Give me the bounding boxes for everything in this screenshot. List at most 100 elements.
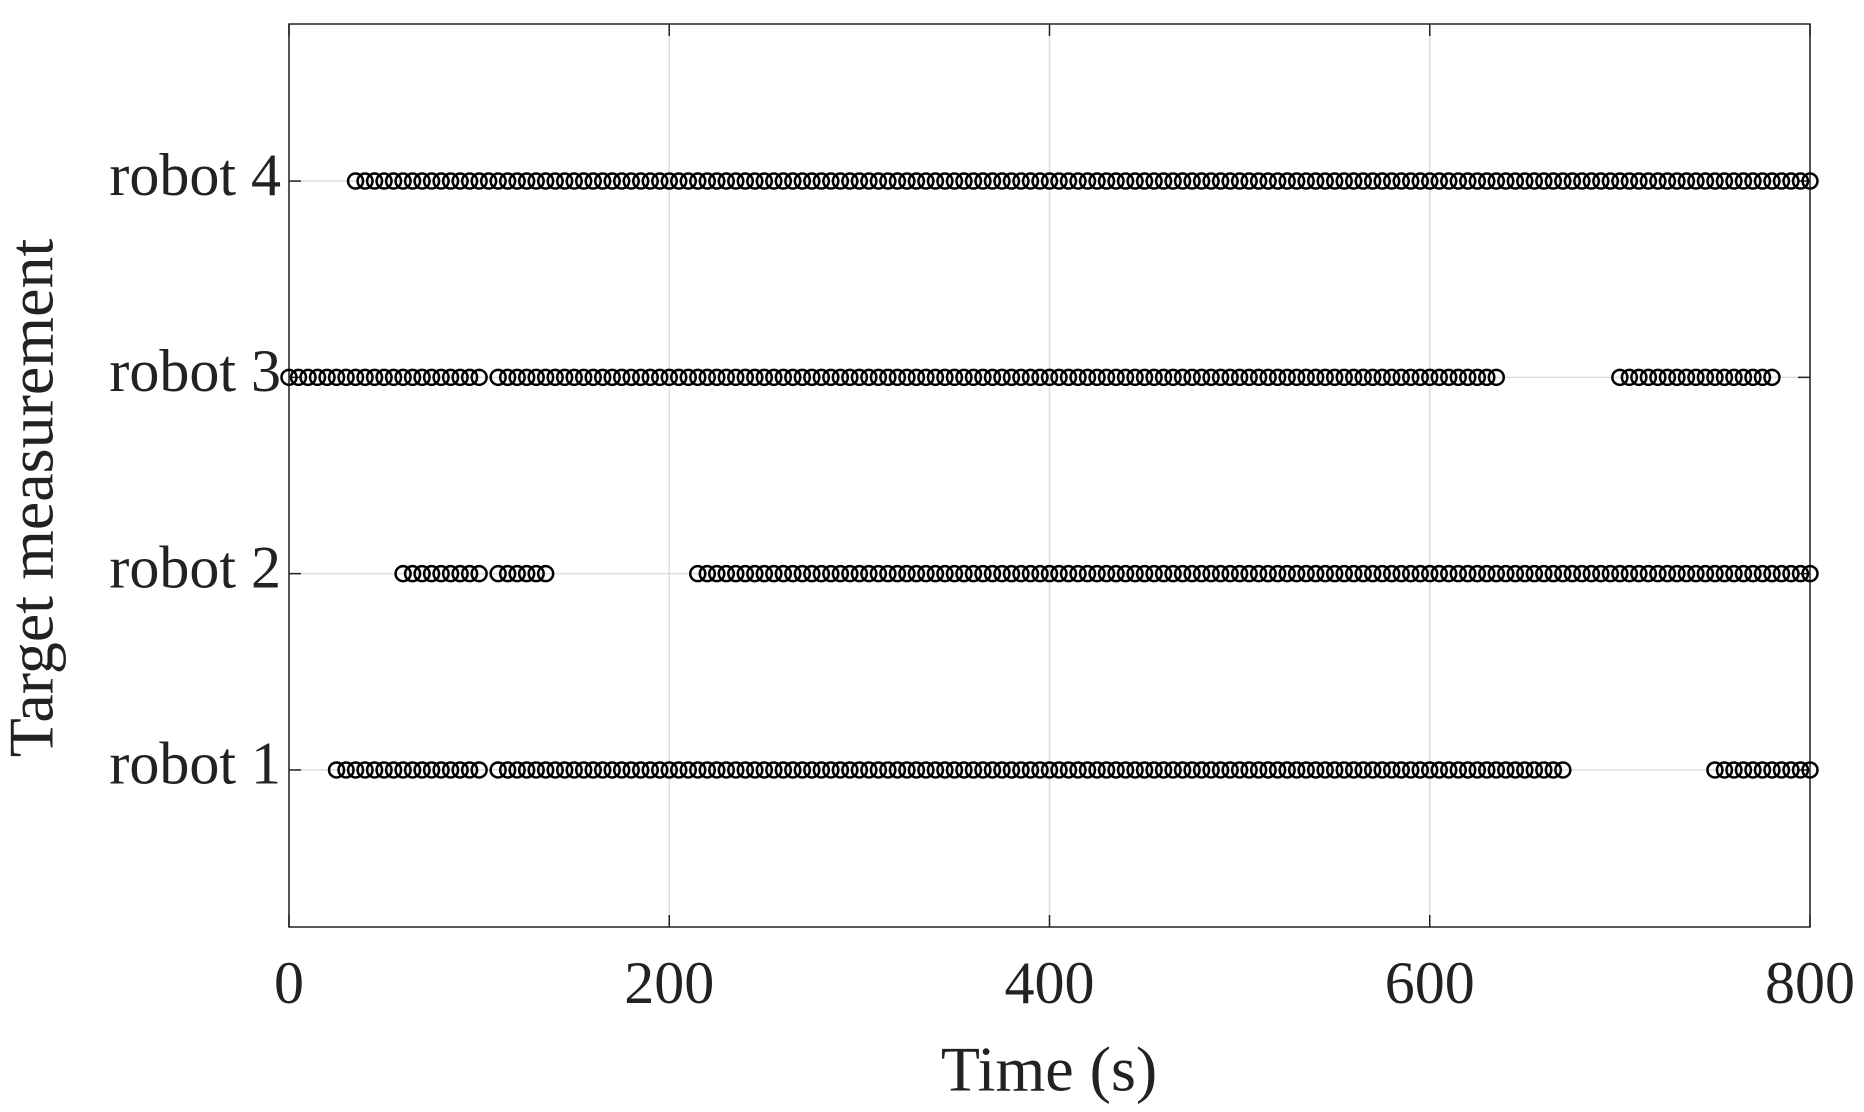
point	[1516, 172, 1534, 190]
point	[1382, 761, 1401, 779]
point	[1449, 761, 1468, 779]
point	[1620, 172, 1639, 190]
point	[1050, 564, 1068, 583]
point	[1725, 368, 1743, 387]
point	[860, 761, 878, 779]
point	[1154, 172, 1173, 190]
point	[413, 564, 431, 583]
point	[413, 761, 431, 779]
point	[1649, 368, 1667, 387]
point	[974, 564, 992, 583]
point	[1230, 368, 1249, 387]
point	[926, 761, 945, 779]
point	[1639, 368, 1658, 387]
point	[936, 564, 954, 583]
point	[1097, 368, 1116, 387]
point	[1240, 761, 1258, 779]
point	[1306, 564, 1325, 583]
point	[1145, 761, 1163, 779]
point	[1753, 368, 1772, 387]
point	[1344, 761, 1363, 779]
point	[1116, 172, 1135, 190]
point	[1525, 172, 1544, 190]
point	[698, 172, 717, 190]
point	[945, 761, 964, 779]
point	[650, 761, 669, 779]
point	[375, 761, 393, 779]
point	[926, 564, 945, 583]
point	[803, 172, 821, 190]
point	[622, 368, 640, 387]
point	[689, 761, 707, 779]
point	[1677, 368, 1696, 387]
point	[1554, 761, 1572, 779]
point	[1630, 564, 1648, 583]
point	[1449, 172, 1468, 190]
point	[1658, 368, 1677, 387]
point	[1363, 761, 1382, 779]
point	[1639, 564, 1658, 583]
point	[831, 564, 850, 583]
point	[983, 564, 1002, 583]
point	[1497, 761, 1515, 779]
point	[1573, 564, 1591, 583]
point	[670, 368, 688, 387]
point	[1268, 564, 1287, 583]
point	[860, 564, 878, 583]
point	[1421, 564, 1439, 583]
point	[1706, 761, 1724, 779]
point	[555, 368, 574, 387]
point	[1344, 368, 1363, 387]
x-tick-label: 400	[1005, 950, 1095, 1016]
point	[831, 368, 850, 387]
point	[422, 172, 441, 190]
point	[1287, 564, 1306, 583]
point	[1525, 761, 1544, 779]
point	[926, 368, 945, 387]
point	[746, 761, 764, 779]
point	[1306, 368, 1325, 387]
point	[1316, 761, 1334, 779]
point	[1154, 368, 1173, 387]
point	[1278, 172, 1296, 190]
point	[593, 172, 612, 190]
point	[460, 368, 479, 387]
point	[993, 761, 1011, 779]
point	[394, 172, 412, 190]
point	[527, 564, 545, 583]
point	[1335, 761, 1353, 779]
point	[983, 368, 1002, 387]
point	[1459, 368, 1477, 387]
point	[1392, 172, 1410, 190]
point	[375, 172, 393, 190]
point	[955, 172, 973, 190]
point	[689, 564, 707, 583]
point	[888, 564, 907, 583]
point	[441, 761, 460, 779]
y-tick-label: robot 3	[109, 338, 281, 404]
point	[907, 761, 926, 779]
point	[1421, 761, 1439, 779]
point	[470, 172, 488, 190]
point	[670, 172, 688, 190]
point	[822, 368, 840, 387]
point	[1801, 761, 1819, 779]
y-axis-label: Target measurement	[0, 239, 67, 758]
point	[698, 368, 717, 387]
point	[803, 761, 821, 779]
point	[689, 172, 707, 190]
point	[1782, 172, 1800, 190]
point	[812, 761, 831, 779]
point	[1012, 172, 1030, 190]
point	[708, 172, 726, 190]
point	[1126, 564, 1144, 583]
point	[1782, 761, 1800, 779]
point	[1344, 564, 1363, 583]
point	[346, 368, 365, 387]
point	[1078, 172, 1097, 190]
point	[1173, 761, 1192, 779]
point	[1763, 172, 1781, 190]
point	[736, 564, 755, 583]
point	[964, 761, 983, 779]
point	[546, 172, 564, 190]
